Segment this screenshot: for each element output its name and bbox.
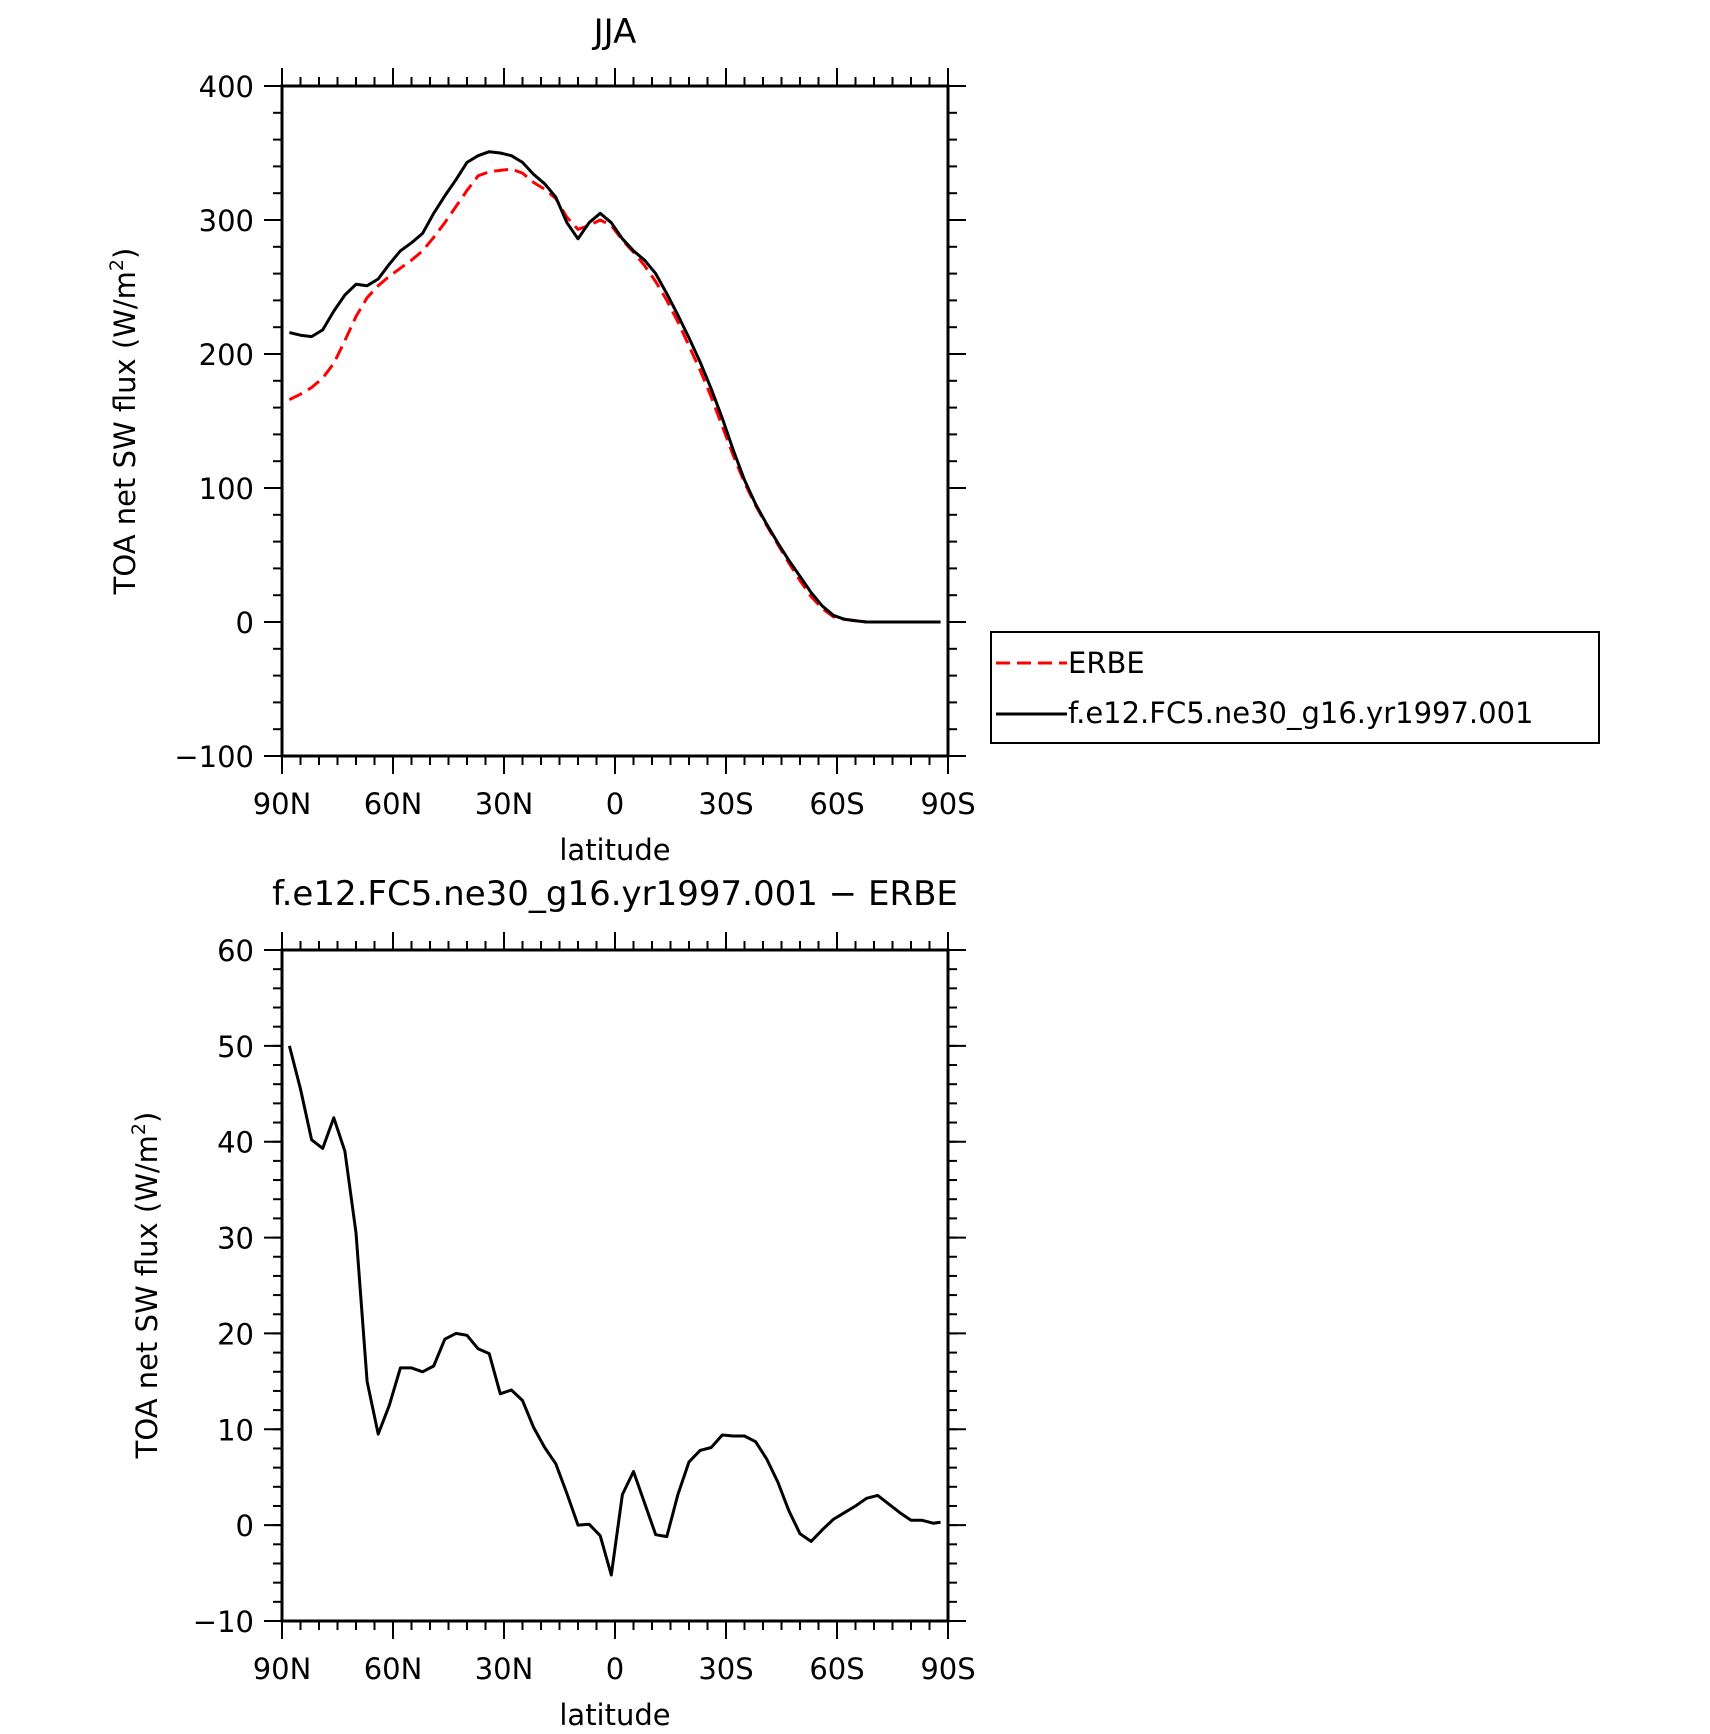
bottom-panel-title: f.e12.FC5.ne30_g16.yr1997.001 − ERBE: [272, 874, 958, 914]
x-tick-label: 30S: [698, 1652, 753, 1686]
top-y-axis-title: TOA net SW flux (W/m2): [106, 248, 142, 596]
y-tick-label: 40: [217, 1126, 254, 1160]
y-tick-label: 60: [217, 934, 254, 968]
bottom-plot-area: −10 0 10 20 30 40 50 60 90N 60N 30N 0 30S 60S 90S: [193, 932, 976, 1686]
x-tick-label: 60N: [364, 1652, 423, 1686]
x-tick-label: 90N: [253, 1652, 312, 1686]
x-tick-label: 90S: [920, 787, 975, 821]
bottom-x-axis-title: latitude: [559, 1698, 670, 1732]
y-tick-label: 300: [199, 204, 254, 238]
x-tick-label: 90N: [253, 787, 312, 821]
legend-box: [990, 631, 1600, 744]
top-y-axis-title-main: TOA net SW flux (W/m: [108, 271, 142, 595]
bottom-y-axis-title-main: TOA net SW flux (W/m: [130, 1135, 164, 1459]
x-tick-label: 30N: [475, 1652, 534, 1686]
x-tick-label: 30S: [698, 787, 753, 821]
bottom-y-axis-title-sup: 2: [128, 1123, 150, 1135]
x-tick-label: 0: [606, 787, 624, 821]
bottom-y-axis-title-close: ): [130, 1112, 164, 1123]
y-tick-label: 0: [236, 1509, 254, 1543]
top-x-axis-title: latitude: [559, 833, 670, 867]
bottom-y-axis-title: TOA net SW flux (W/m2): [128, 1112, 164, 1460]
legend-label-erbe: ERBE: [1068, 646, 1145, 680]
top-plot-area: −100 0 100 200 300 400 90N 60N 30N 0 30S 60S 90S: [174, 68, 976, 821]
y-tick-label: 100: [199, 472, 254, 506]
x-tick-label: 60S: [809, 1652, 864, 1686]
y-tick-label: 30: [217, 1222, 254, 1256]
y-tick-label: 20: [217, 1317, 254, 1351]
series-line-0: [287, 1045, 941, 1577]
y-tick-label: 400: [199, 70, 254, 104]
y-tick-label: 50: [217, 1030, 254, 1064]
y-tick-label: 10: [217, 1413, 254, 1447]
legend: ERBE f.e12.FC5.ne30_g16.yr1997.001: [990, 631, 1600, 744]
top-panel-title: JJA: [592, 12, 637, 52]
x-tick-label: 0: [606, 1652, 624, 1686]
bottom-panel: f.e12.FC5.ne30_g16.yr1997.001 − ERBE −10…: [128, 874, 976, 1732]
top-y-axis-title-sup: 2: [106, 259, 128, 271]
y-tick-label: −10: [193, 1605, 254, 1639]
x-tick-label: 60N: [364, 787, 423, 821]
y-tick-label: 0: [236, 606, 254, 640]
top-panel: JJA −100 0 100 200 300 400 90N 60N 30N 0 30S 60S 90S…: [106, 12, 1600, 867]
top-y-axis-title-close: ): [108, 248, 142, 259]
series-line-1: [289, 150, 941, 624]
y-tick-label: −100: [174, 740, 254, 774]
x-tick-label: 60S: [809, 787, 864, 821]
x-tick-label: 90S: [920, 1652, 975, 1686]
x-tick-label: 30N: [475, 787, 534, 821]
legend-label-model: f.e12.FC5.ne30_g16.yr1997.001: [1068, 696, 1534, 730]
y-tick-label: 200: [199, 338, 254, 372]
